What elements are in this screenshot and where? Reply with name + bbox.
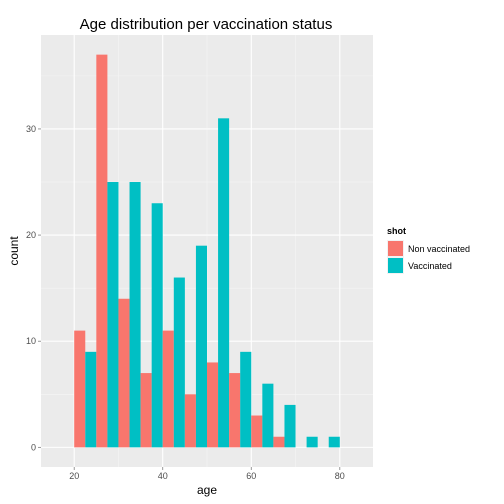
y-tick-label: 20 xyxy=(26,230,36,240)
bar xyxy=(328,436,340,448)
bar xyxy=(118,298,130,448)
x-tick-label: 40 xyxy=(158,471,168,481)
x-tick-label: 80 xyxy=(335,471,345,481)
bar xyxy=(96,54,108,448)
bar xyxy=(229,373,241,448)
bar xyxy=(306,436,318,448)
y-tick-label: 30 xyxy=(26,124,36,134)
bar xyxy=(151,203,163,448)
bar xyxy=(184,394,196,448)
bar xyxy=(195,245,207,448)
legend: shot Non vaccinated Vaccinated xyxy=(387,226,470,274)
bar xyxy=(251,415,263,448)
legend-swatch xyxy=(388,241,403,256)
x-tick-label: 60 xyxy=(246,471,256,481)
bar xyxy=(273,436,285,448)
x-axis-title: age xyxy=(197,483,217,497)
bar xyxy=(74,330,86,448)
bar xyxy=(218,118,230,448)
bar xyxy=(173,277,185,448)
x-tick-label: 20 xyxy=(69,471,79,481)
y-axis-title: count xyxy=(7,236,21,266)
y-tick-label: 10 xyxy=(26,336,36,346)
bars xyxy=(74,54,340,448)
y-axis: 0 10 20 30 xyxy=(26,124,41,452)
bar xyxy=(162,330,174,448)
bar xyxy=(284,404,296,448)
plot-panel xyxy=(41,35,373,467)
x-axis: 20 40 60 80 xyxy=(69,467,345,481)
y-tick-label: 0 xyxy=(31,442,36,452)
bar xyxy=(85,351,97,448)
legend-swatch xyxy=(388,258,403,273)
chart-title: Age distribution per vaccination status xyxy=(80,16,333,33)
bar xyxy=(207,362,219,448)
legend-title: shot xyxy=(387,226,406,236)
bar xyxy=(240,351,252,448)
bar xyxy=(129,182,141,448)
legend-label: Non vaccinated xyxy=(408,244,470,254)
bar xyxy=(107,182,119,448)
bar xyxy=(262,383,274,448)
legend-label: Vaccinated xyxy=(408,261,452,271)
bar xyxy=(140,373,152,448)
